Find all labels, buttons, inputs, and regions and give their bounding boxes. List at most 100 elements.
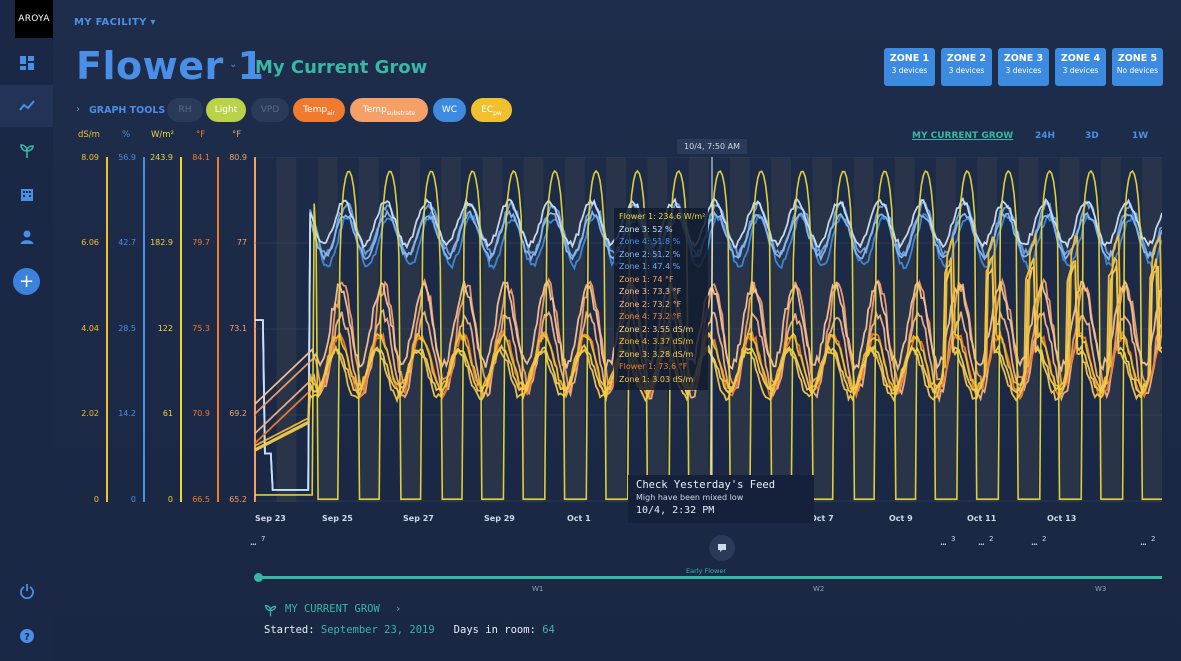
zone-button[interactable]: ZONE 5 No devices — [1112, 48, 1163, 86]
grow-title: My Current Grow — [255, 57, 428, 78]
toggle-wc[interactable]: WC — [433, 98, 466, 122]
zone-devices: No devices — [1116, 66, 1159, 75]
x-axis-label: Sep 29 — [484, 514, 515, 523]
axis-tick: 8.09 — [81, 153, 99, 162]
aroya-logo[interactable]: AROYA — [15, 0, 53, 38]
facility-selector[interactable]: MY FACILITY ▾ — [74, 17, 156, 28]
event-marker[interactable]: ••• — [978, 542, 985, 548]
x-axis-label: Oct 1 — [567, 514, 591, 523]
toggle-temp-substrate[interactable]: Temp substrate — [350, 98, 428, 122]
cursor-date: 10/4, 7:50 AM — [677, 139, 747, 154]
tooltip-line: Zone 3: 52 % — [619, 224, 673, 234]
add-button[interactable]: + — [13, 268, 40, 295]
sensor-chart[interactable] — [255, 157, 1162, 502]
axis-tick: 69.2 — [229, 409, 247, 418]
comment-marker[interactable] — [709, 535, 735, 561]
axis-tick: 56.9 — [118, 153, 136, 162]
caret-down-icon: ▾ — [150, 17, 156, 28]
note-card[interactable]: Check Yesterday's Feed Migh have been mi… — [628, 475, 814, 523]
grow-timeline[interactable] — [258, 576, 1162, 579]
nav-users[interactable] — [0, 216, 53, 258]
facility-label: MY FACILITY — [74, 17, 147, 28]
axis-tick: 73.1 — [229, 324, 247, 333]
tooltip-line: Zone 2: 3.55 dS/m — [619, 324, 694, 334]
toggle-sub: pw — [493, 109, 502, 117]
x-axis-label: Sep 27 — [403, 514, 434, 523]
event-count: 3 — [951, 535, 956, 543]
sprout-icon — [264, 602, 277, 621]
tooltip-line: Zone 4: 3.37 dS/m — [619, 337, 694, 346]
toggle-rh[interactable]: RH — [167, 98, 203, 122]
axis-unit: °F — [196, 130, 206, 140]
event-count: 2 — [1042, 535, 1047, 543]
axis-line — [143, 157, 145, 502]
axis-tick: 84.1 — [192, 153, 210, 162]
nav-graphs[interactable] — [0, 85, 53, 127]
toggle-label: WC — [441, 105, 458, 115]
event-marker[interactable]: ••• — [1140, 542, 1147, 548]
event-marker[interactable]: ••• — [250, 542, 257, 548]
help-icon: ? — [19, 629, 34, 643]
plant-icon — [19, 144, 34, 158]
graph-tools-toggle[interactable]: GRAPH TOOLS — [89, 105, 166, 116]
svg-text:?: ? — [24, 632, 30, 643]
event-marker[interactable]: ••• — [1031, 542, 1038, 548]
zone-button[interactable]: ZONE 2 3 devices — [941, 48, 992, 86]
zone-buttons: ZONE 1 3 devices ZONE 2 3 devices ZONE 3 3 de… — [884, 48, 1163, 86]
tooltip-line: Flower 1: 234.6 W/m² — [619, 212, 706, 221]
toggle-label: Light — [214, 105, 238, 115]
nav-facility[interactable] — [0, 173, 53, 215]
zone-name: ZONE 5 — [1117, 53, 1158, 64]
user-icon — [20, 230, 33, 244]
zone-devices: 3 devices — [891, 66, 928, 75]
tooltip-line: Zone 1: 47.4 % — [619, 262, 681, 271]
line-chart-icon — [18, 100, 35, 111]
series-line — [255, 254, 1162, 452]
nav-dashboard[interactable] — [0, 42, 53, 84]
room-chevron-down-icon[interactable]: ⌄ — [229, 59, 238, 70]
chevron-right-icon[interactable]: › — [396, 602, 401, 615]
toggle-ec-pw[interactable]: EC pw — [471, 98, 512, 122]
axis-line — [106, 157, 108, 502]
zone-button[interactable]: ZONE 4 3 devices — [1055, 48, 1106, 86]
zone-button[interactable]: ZONE 3 3 devices — [998, 48, 1049, 86]
tooltip-line: Zone 2: 73.2 °F — [619, 299, 682, 309]
nav-help[interactable]: ? — [0, 615, 53, 657]
night-band — [317, 157, 338, 502]
timeline-start-handle[interactable] — [254, 573, 263, 582]
axis-line — [217, 157, 219, 502]
started-value: September 23, 2019 — [320, 624, 435, 636]
tooltip-line: Zone 4: 73.2 °F — [619, 312, 682, 321]
axis-tick: 79.7 — [192, 238, 210, 247]
range-1w[interactable]: 1W — [1132, 131, 1149, 141]
toggle-vpd[interactable]: VPD — [251, 98, 289, 122]
axis-tick: 6.06 — [81, 238, 99, 247]
axis-tick: 0 — [167, 495, 173, 504]
nav-logout[interactable] — [0, 570, 53, 612]
grow-link[interactable]: MY CURRENT GROW — [285, 603, 380, 615]
range-24h[interactable]: 24H — [1035, 131, 1056, 141]
toggle-temp-air[interactable]: Temp air — [293, 98, 345, 122]
axis-tick: 42.7 — [118, 238, 136, 247]
comment-icon — [718, 544, 726, 552]
series-line — [255, 308, 1162, 435]
week-label: W1 — [532, 585, 544, 593]
night-band — [441, 157, 462, 502]
event-count: 2 — [989, 535, 994, 543]
toggle-light[interactable]: Light — [206, 98, 246, 122]
axis-unit: °F — [232, 130, 242, 140]
range-3d[interactable]: 3D — [1085, 131, 1099, 141]
chevron-right-icon[interactable]: › — [76, 104, 80, 115]
zone-name: ZONE 1 — [889, 53, 930, 64]
night-band — [729, 157, 750, 502]
event-count: 7 — [261, 535, 266, 543]
event-marker[interactable]: ••• — [940, 542, 947, 548]
zone-button[interactable]: ZONE 1 3 devices — [884, 48, 935, 86]
nav-grows[interactable] — [0, 130, 53, 172]
chart-svg — [255, 157, 1162, 502]
range-current-grow[interactable]: MY CURRENT GROW — [912, 131, 1014, 141]
note-time: 10/4, 2:32 PM — [636, 505, 715, 516]
axis-unit: % — [122, 130, 131, 140]
x-axis-label: Oct 13 — [1047, 514, 1077, 523]
axis-line — [254, 157, 256, 502]
